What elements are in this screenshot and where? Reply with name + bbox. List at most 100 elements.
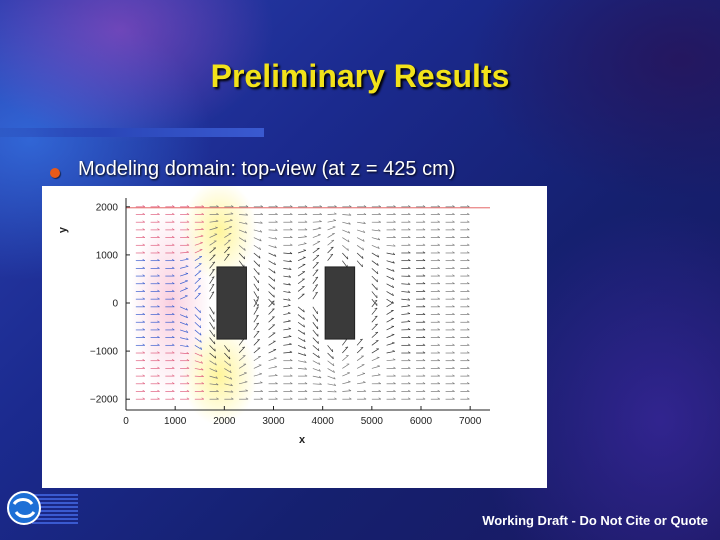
velocity-arrow xyxy=(297,250,307,254)
velocity-arrow xyxy=(209,345,216,352)
velocity-arrow-head xyxy=(258,263,260,267)
velocity-arrow-head xyxy=(378,382,381,385)
velocity-arrow-head xyxy=(362,247,364,251)
velocity-arrow-head xyxy=(157,328,160,331)
velocity-arrow-head xyxy=(244,380,248,383)
velocity-arrow-head xyxy=(378,220,381,223)
velocity-arrow-head xyxy=(437,220,440,223)
slide-title: Preliminary Results xyxy=(210,58,510,94)
velocity-arrow xyxy=(342,245,349,251)
velocity-arrow xyxy=(386,291,394,296)
velocity-arrow-head xyxy=(374,315,378,318)
velocity-arrow-head xyxy=(157,282,160,285)
velocity-arrow-head xyxy=(452,389,455,392)
velocity-arrow-head xyxy=(393,382,396,385)
velocity-arrow xyxy=(312,337,319,344)
velocity-arrow-head xyxy=(334,397,337,400)
velocity-arrow-head xyxy=(392,252,396,255)
velocity-arrow xyxy=(327,220,336,223)
velocity-arrow xyxy=(209,314,215,323)
velocity-arrow-head xyxy=(157,359,160,361)
velocity-arrow xyxy=(268,308,275,315)
velocity-arrow xyxy=(342,214,352,216)
velocity-arrow xyxy=(371,252,380,258)
velocity-arrow-head xyxy=(319,212,322,215)
velocity-arrow-head xyxy=(437,389,440,392)
velocity-arrow xyxy=(238,346,245,354)
velocity-arrow xyxy=(401,298,410,301)
velocity-arrow-head xyxy=(333,370,335,373)
velocity-arrow-head xyxy=(226,253,230,256)
velocity-arrow-head xyxy=(362,381,366,383)
velocity-arrow-head xyxy=(422,289,426,292)
footer-disclaimer: Working Draft - Do Not Cite or Quote xyxy=(482,513,708,528)
velocity-arrow xyxy=(268,275,276,282)
velocity-arrow-head xyxy=(157,343,160,346)
velocity-arrow-head xyxy=(157,305,160,308)
velocity-arrow-head xyxy=(200,234,204,237)
velocity-arrow xyxy=(253,382,263,385)
velocity-arrow-head xyxy=(362,255,364,259)
velocity-arrow-head xyxy=(273,286,275,290)
building-block-1 xyxy=(216,266,247,340)
velocity-arrow-head xyxy=(393,389,396,392)
velocity-arrow-head xyxy=(452,220,455,223)
velocity-arrow-head xyxy=(259,230,263,233)
velocity-arrow xyxy=(283,291,291,294)
velocity-arrow-head xyxy=(348,389,352,392)
velocity-arrow xyxy=(194,277,202,285)
velocity-arrow-head xyxy=(348,213,352,216)
velocity-arrow-head xyxy=(259,381,263,384)
velocity-arrow-head xyxy=(289,397,293,400)
velocity-arrow-head xyxy=(260,221,263,224)
velocity-arrow xyxy=(179,287,188,292)
velocity-arrow xyxy=(342,221,351,225)
velocity-arrow xyxy=(371,315,378,323)
velocity-arrow-head xyxy=(452,359,455,361)
velocity-arrow-head xyxy=(186,330,189,333)
velocity-arrow xyxy=(283,252,293,255)
velocity-arrow-head xyxy=(216,205,219,208)
velocity-arrow-head xyxy=(185,257,189,260)
title-underline xyxy=(0,128,264,137)
velocity-arrow-head xyxy=(452,397,455,400)
velocity-arrow xyxy=(386,310,394,315)
velocity-arrow-head xyxy=(391,341,395,344)
velocity-arrow xyxy=(253,237,262,242)
velocity-arrow xyxy=(209,240,217,246)
velocity-arrow-head xyxy=(211,291,215,294)
velocity-arrow-head xyxy=(227,246,231,248)
velocity-arrow xyxy=(209,261,216,269)
velocity-arrow-head xyxy=(422,343,426,346)
velocity-arrow xyxy=(371,291,378,299)
velocity-arrow xyxy=(297,286,305,292)
velocity-arrow-head xyxy=(393,244,396,247)
velocity-arrow xyxy=(312,291,318,300)
velocity-arrow-head xyxy=(437,305,440,308)
velocity-arrow-head xyxy=(260,205,263,208)
velocity-arrow-head xyxy=(197,292,201,295)
velocity-arrow-head xyxy=(229,370,232,373)
velocity-arrow xyxy=(253,291,259,299)
velocity-arrow-head xyxy=(407,205,411,208)
velocity-arrow xyxy=(209,227,218,231)
velocity-arrow-head xyxy=(142,366,145,369)
velocity-arrow xyxy=(253,307,259,315)
velocity-arrow xyxy=(356,260,363,268)
velocity-arrow xyxy=(312,314,318,322)
velocity-arrow xyxy=(268,357,277,362)
velocity-arrow xyxy=(253,252,261,259)
velocity-arrow-head xyxy=(466,212,470,215)
velocity-arrow-head xyxy=(437,297,440,300)
velocity-arrow xyxy=(342,229,351,234)
velocity-arrow xyxy=(224,352,231,360)
velocity-arrow-head xyxy=(171,243,175,246)
velocity-arrow xyxy=(356,355,364,361)
velocity-arrow xyxy=(371,374,381,377)
velocity-arrow xyxy=(179,280,188,285)
velocity-arrow-head xyxy=(363,205,367,208)
velocity-arrow-head xyxy=(271,308,275,310)
velocity-arrow-head xyxy=(363,221,366,224)
velocity-arrow-head xyxy=(407,359,411,361)
velocity-arrow-head xyxy=(216,212,219,215)
